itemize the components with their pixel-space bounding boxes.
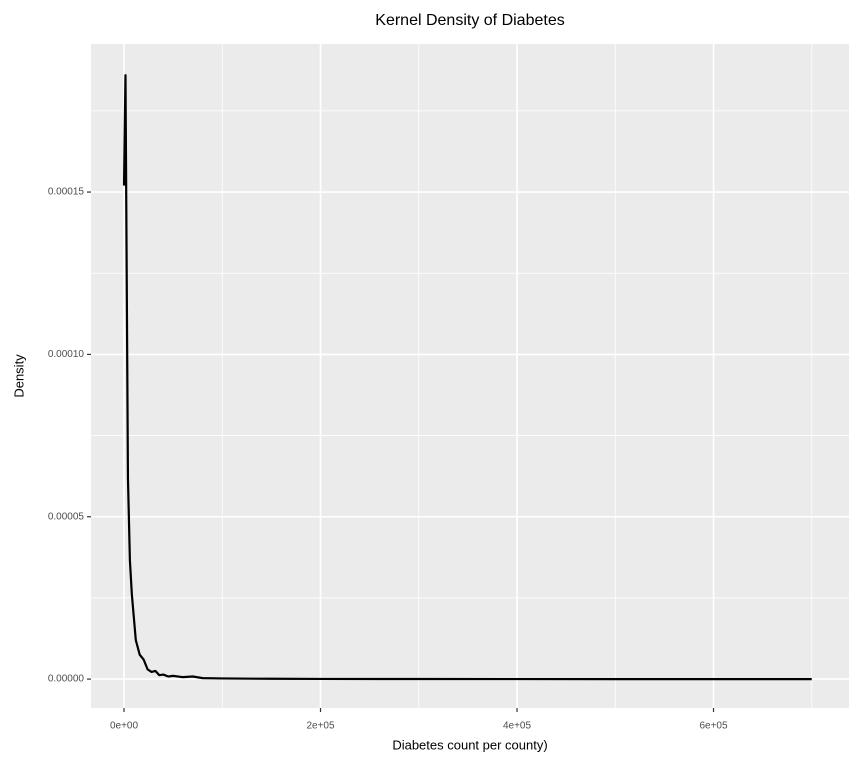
y-tick-label: 0.00000	[48, 674, 85, 685]
y-tick-label: 0.00010	[48, 349, 85, 360]
x-axis-label: Diabetes count per county)	[392, 737, 547, 752]
y-tick-label: 0.00015	[48, 187, 85, 198]
y-axis-label: Density	[11, 354, 26, 398]
x-tick-label: 6e+05	[699, 721, 728, 732]
y-tick-label: 0.00005	[48, 511, 85, 522]
density-line	[122, 74, 812, 681]
chart-title: Kernel Density of Diabetes	[375, 12, 564, 29]
plot-panel	[91, 44, 849, 708]
x-tick-label: 0e+00	[110, 721, 139, 732]
x-tick-label: 2e+05	[306, 721, 335, 732]
x-tick-label: 4e+05	[503, 721, 532, 732]
